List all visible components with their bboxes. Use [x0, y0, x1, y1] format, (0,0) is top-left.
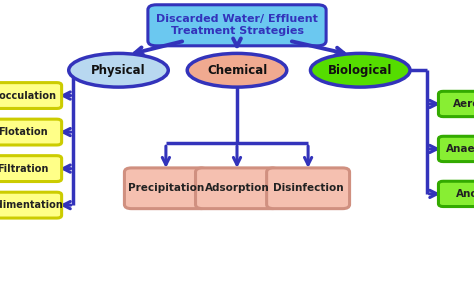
- Text: Disinfection: Disinfection: [273, 183, 343, 193]
- FancyBboxPatch shape: [148, 5, 326, 46]
- Text: Flotation: Flotation: [0, 127, 47, 137]
- Text: Discarded Water/ Effluent
Treatment Strategies: Discarded Water/ Effluent Treatment Stra…: [156, 15, 318, 36]
- Text: Filtration: Filtration: [0, 164, 48, 174]
- Text: Adsorption: Adsorption: [205, 183, 269, 193]
- FancyBboxPatch shape: [0, 156, 62, 182]
- Text: Anoxic: Anoxic: [456, 189, 474, 199]
- Ellipse shape: [69, 53, 168, 87]
- FancyBboxPatch shape: [0, 192, 62, 218]
- Text: Biological: Biological: [328, 64, 392, 77]
- FancyBboxPatch shape: [267, 168, 350, 209]
- FancyBboxPatch shape: [0, 119, 62, 145]
- Ellipse shape: [310, 53, 410, 87]
- Ellipse shape: [187, 53, 287, 87]
- Text: Chemical: Chemical: [207, 64, 267, 77]
- Text: Precipitation: Precipitation: [128, 183, 204, 193]
- FancyBboxPatch shape: [0, 83, 62, 108]
- FancyBboxPatch shape: [438, 181, 474, 207]
- Text: Aerobic: Aerobic: [453, 99, 474, 109]
- Text: Anaerobic: Anaerobic: [446, 144, 474, 154]
- FancyBboxPatch shape: [196, 168, 279, 209]
- FancyBboxPatch shape: [438, 136, 474, 162]
- FancyBboxPatch shape: [438, 91, 474, 117]
- FancyBboxPatch shape: [124, 168, 208, 209]
- Text: Physical: Physical: [91, 64, 146, 77]
- Text: Sedimentation: Sedimentation: [0, 200, 63, 210]
- Text: Flocculation: Flocculation: [0, 90, 56, 101]
